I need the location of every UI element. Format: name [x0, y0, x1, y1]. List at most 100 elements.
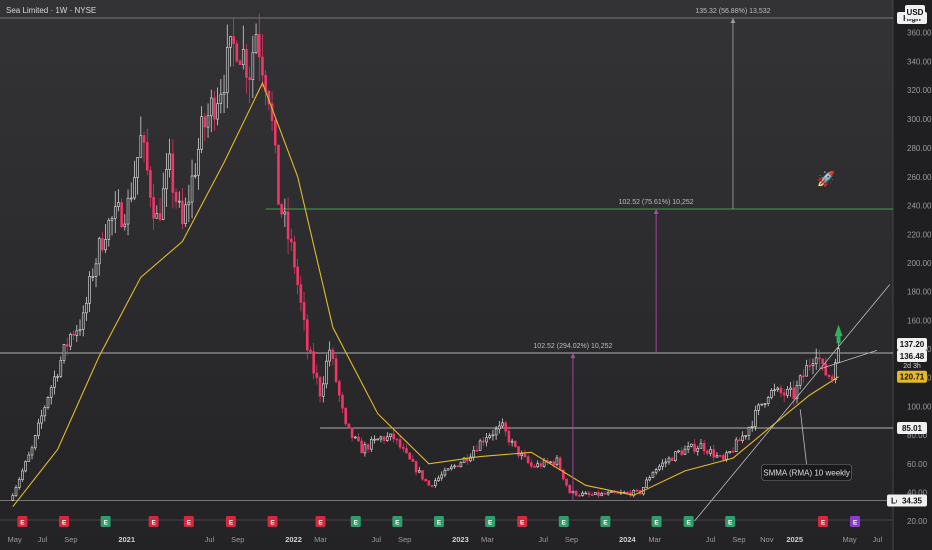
candle-up — [773, 389, 776, 392]
candle-down — [792, 387, 796, 399]
earnings-event-icon[interactable] — [315, 516, 326, 527]
measure-arrowhead — [653, 209, 659, 214]
candle-down — [405, 448, 408, 454]
candle-up — [129, 197, 133, 200]
earnings-event-icon[interactable] — [818, 516, 829, 527]
candle-down — [670, 457, 674, 462]
earnings-event-icon[interactable] — [148, 516, 159, 527]
trendline — [694, 284, 891, 522]
candle-up — [283, 211, 287, 215]
candle-down — [507, 430, 511, 443]
candle-down — [312, 351, 315, 374]
candle-down — [382, 436, 386, 441]
candle-down — [626, 491, 629, 494]
wedge-line — [819, 350, 878, 370]
earnings-event-icon[interactable] — [267, 516, 278, 527]
earnings-event-icon[interactable] — [517, 516, 528, 527]
candle-down — [827, 374, 831, 378]
candle-up — [94, 263, 98, 277]
earnings-event-icon[interactable] — [725, 516, 736, 527]
earnings-event-icon[interactable] — [59, 516, 70, 527]
candle-up — [600, 493, 604, 496]
candle-down — [401, 446, 405, 449]
earnings-event-icon[interactable] — [392, 516, 403, 527]
candle-down — [350, 427, 354, 438]
candle-down — [411, 458, 415, 462]
candle-down — [72, 334, 75, 336]
candle-down — [334, 358, 338, 382]
candle-up — [11, 495, 15, 501]
candle-up — [363, 444, 367, 454]
currency-badge-bg[interactable] — [905, 5, 925, 19]
candle-up — [251, 52, 255, 81]
earnings-event-icon[interactable] — [651, 516, 662, 527]
price-tick-label: 220.00 — [907, 230, 932, 239]
candle-down — [779, 387, 783, 394]
earnings-event-icon[interactable] — [100, 516, 111, 527]
candle-up — [254, 34, 258, 53]
candle-down — [514, 440, 517, 447]
candle-up — [62, 344, 66, 361]
candle-down — [357, 436, 360, 442]
measure-label: 102.52 (75.61%) 10,252 — [619, 199, 694, 206]
candle-down — [309, 349, 312, 352]
earnings-event-icon[interactable] — [558, 516, 569, 527]
candle-down — [526, 456, 530, 464]
candle-down — [424, 478, 427, 482]
candle-down — [597, 492, 600, 496]
candle-up — [709, 449, 712, 454]
time-tick-label: Jul — [873, 535, 883, 544]
candle-down — [802, 375, 805, 378]
time-tick-label: May — [842, 535, 856, 544]
earnings-event-letter: E — [562, 520, 567, 527]
candle-up — [469, 456, 472, 462]
candle-up — [491, 434, 495, 437]
time-tick-label: Sep — [732, 535, 745, 544]
price-tick-label: 340.00 — [907, 57, 932, 66]
earnings-event-icon[interactable] — [850, 516, 861, 527]
close-price-badge-bg — [897, 350, 927, 362]
candle-down — [738, 439, 741, 442]
time-tick-label: Jul — [538, 535, 548, 544]
candle-up — [747, 426, 751, 436]
candle-up — [139, 135, 143, 158]
target-band — [265, 208, 893, 210]
candle-up — [37, 422, 40, 436]
price-tick-label: 20.00 — [907, 517, 928, 526]
candle-up — [549, 461, 552, 464]
candle-down — [574, 490, 578, 496]
price-tick-label: 160.00 — [907, 316, 932, 325]
candle-up — [168, 153, 171, 170]
candle-up — [437, 477, 440, 481]
candle-up — [494, 428, 498, 436]
candle-down — [318, 377, 322, 397]
earnings-event-icon[interactable] — [433, 516, 444, 527]
currency-badge[interactable]: USD — [907, 8, 924, 17]
candle-up — [117, 202, 120, 207]
candle-up — [757, 404, 760, 411]
candle-down — [680, 450, 684, 455]
earnings-event-icon[interactable] — [683, 516, 694, 527]
earnings-event-icon[interactable] — [183, 516, 194, 527]
candle-up — [443, 469, 447, 476]
earnings-event-icon[interactable] — [225, 516, 236, 527]
candle-up — [776, 387, 780, 391]
candle-up — [501, 422, 504, 427]
candle-up — [17, 479, 21, 488]
earnings-event-icon[interactable] — [350, 516, 361, 527]
earnings-event-icon[interactable] — [485, 516, 496, 527]
candle-down — [818, 357, 821, 360]
earnings-event-icon[interactable] — [17, 516, 28, 527]
time-tick-label: Jul — [372, 535, 382, 544]
low-value-badge: 34.35 — [902, 497, 923, 506]
measure-label: 102.52 (294.02%) 10,252 — [533, 343, 612, 350]
candle-up — [222, 92, 226, 95]
candle-down — [603, 493, 607, 495]
candle-up — [498, 425, 501, 430]
earnings-event-icon[interactable] — [600, 516, 611, 527]
candle-up — [229, 36, 232, 48]
price-axis-background[interactable] — [893, 0, 932, 550]
candle-up — [786, 388, 789, 396]
price-tick-label: 240.00 — [907, 202, 932, 211]
